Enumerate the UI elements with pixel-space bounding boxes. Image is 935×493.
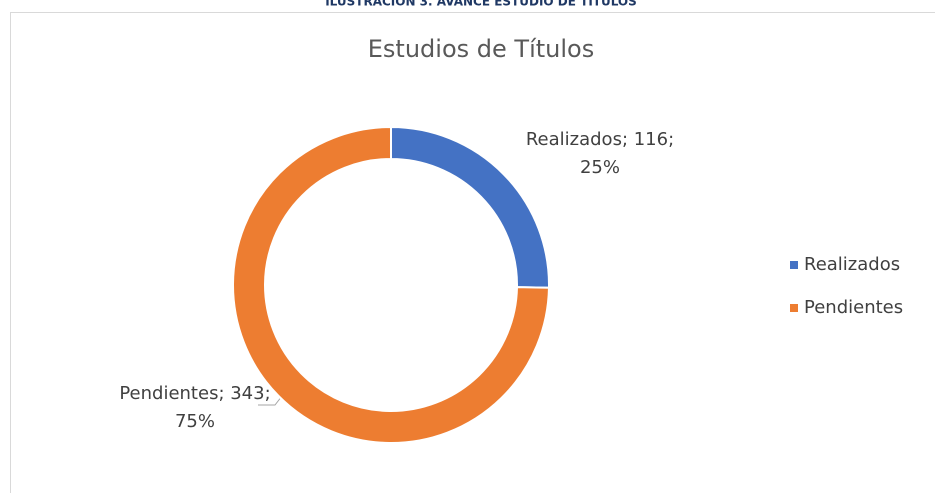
legend-label: Realizados [804,254,900,275]
donut-slice [232,125,550,444]
legend-swatch [790,304,798,312]
legend-swatch [790,261,798,269]
caption: ILUSTRACIÓN 3. AVANCE ESTUDIO DE TÍTULOS [325,0,637,9]
data-label: Pendientes; 343; 75% [119,383,271,432]
legend-label: Pendientes [804,297,903,318]
chart-title: Estudios de Títulos [368,35,594,63]
data-label: Realizados; 116; 25% [525,129,675,178]
